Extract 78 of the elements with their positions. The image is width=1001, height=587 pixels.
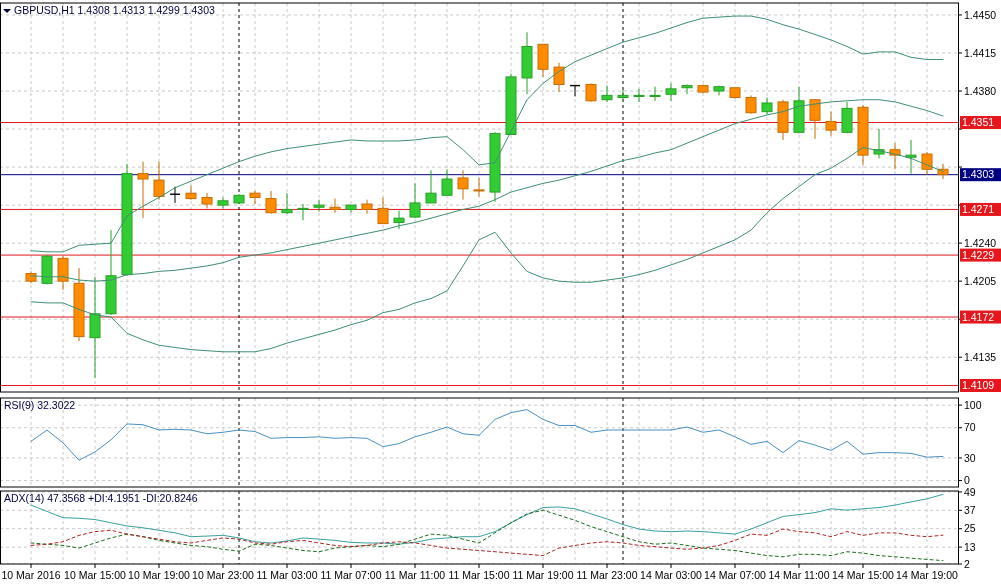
- candlestick: [201, 192, 213, 209]
- x-tick-label: 11 Mar 07:00: [320, 569, 382, 581]
- candlestick: [377, 197, 389, 225]
- candlestick: [585, 82, 597, 103]
- y-tick-label: 1.4240: [964, 236, 997, 249]
- candlestick: [361, 199, 373, 215]
- candlestick: [809, 99, 821, 140]
- x-tick-label: 10 Mar 15:00: [64, 569, 127, 581]
- y-tick-label: 100: [964, 398, 982, 411]
- line-series: [30, 509, 944, 562]
- x-tick-label: 10 Mar 23:00: [192, 569, 255, 581]
- x-tick-label: 11 Mar 15:00: [448, 569, 510, 581]
- y-tick-label: 1.4380: [964, 84, 997, 97]
- candlestick: [249, 190, 261, 205]
- x-tick-label: 10 Mar 2016: [1, 569, 61, 581]
- ref-line-label: 1.4109: [962, 379, 995, 392]
- chart-title: ADX(14) 47.3568 +DI:4.1951 -DI:20.8246: [4, 492, 198, 504]
- y-tick-label: 13: [964, 540, 976, 553]
- y-tick-label: 37: [964, 504, 976, 516]
- candlestick: [633, 88, 645, 103]
- candlestick: [553, 62, 565, 93]
- line-series: [30, 15, 944, 253]
- x-tick-label: 11 Mar 23:00: [576, 569, 638, 581]
- y-tick-label: 30: [964, 451, 976, 464]
- x-tick-label: 11 Mar 03:00: [256, 569, 318, 581]
- candlestick: [281, 192, 293, 215]
- candlestick: [329, 198, 341, 214]
- ref-line-label: 1.4172: [962, 310, 995, 323]
- y-tick-label: 1.4450: [964, 8, 997, 21]
- y-tick-label: 49: [964, 485, 976, 498]
- candlestick: [905, 139, 917, 175]
- ref-line-label: 1.4303: [962, 168, 995, 181]
- y-tick-label: 1.4135: [964, 350, 997, 363]
- candlestick: [313, 199, 325, 213]
- candlestick: [681, 83, 693, 95]
- candlestick: [441, 168, 453, 196]
- chart-title: RSI(9) 32.3022: [4, 399, 76, 411]
- y-tick-label: 1.4415: [964, 46, 997, 59]
- candlestick: [841, 101, 853, 134]
- candlestick: [649, 86, 661, 102]
- candlestick: [409, 182, 421, 219]
- candlestick: [825, 111, 837, 137]
- ref-line-label: 1.4351: [962, 116, 995, 129]
- candlestick: [665, 82, 677, 102]
- x-tick-label: 14 Mar 03:00: [640, 569, 703, 581]
- line-series: [30, 99, 944, 282]
- candlestick: [457, 169, 469, 201]
- x-tick-label: 14 Mar 11:00: [768, 569, 830, 581]
- y-tick-label: 0: [964, 474, 970, 487]
- ref-line-label: 1.4271: [962, 203, 995, 216]
- x-tick-label: 11 Mar 19:00: [512, 569, 574, 581]
- x-tick-label: 11 Mar 11:00: [384, 569, 446, 581]
- x-tick-label: 10 Mar 19:00: [128, 569, 191, 581]
- candlestick: [393, 210, 405, 230]
- x-tick-label: 14 Mar 19:00: [896, 569, 959, 581]
- y-tick-label: 70: [964, 421, 976, 434]
- candlestick: [297, 203, 309, 221]
- line-series: [30, 409, 944, 461]
- candlestick: [617, 89, 629, 101]
- ref-line-label: 1.4229: [962, 248, 995, 261]
- line-series: [30, 528, 944, 557]
- candlestick: [601, 85, 613, 103]
- y-tick-label: 25: [964, 522, 976, 535]
- candlestick: [57, 255, 69, 291]
- x-tick-label: 14 Mar 07:00: [704, 569, 767, 581]
- candlestick: [185, 185, 197, 201]
- y-tick-label: 1.4205: [964, 274, 997, 287]
- candlestick: [425, 169, 437, 204]
- candlestick: [137, 161, 149, 219]
- candlestick: [921, 151, 933, 176]
- candlestick: [89, 276, 101, 379]
- candlestick: [265, 190, 277, 215]
- y-tick-label: 2: [964, 557, 970, 570]
- chart-title: GBPUSD,H1 1.4308 1.4313 1.4299 1.4303: [14, 4, 215, 16]
- candlestick: [745, 94, 757, 115]
- x-tick-label: 14 Mar 15:00: [832, 569, 895, 581]
- candlestick: [153, 161, 165, 201]
- candlestick: [473, 177, 485, 197]
